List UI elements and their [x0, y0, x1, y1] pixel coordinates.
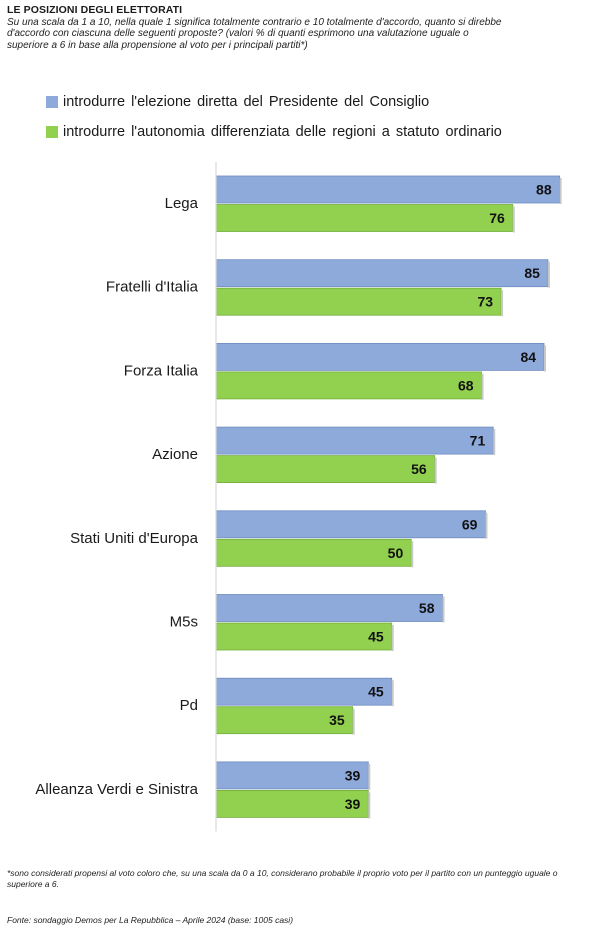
- bar-shadow: [442, 596, 445, 623]
- bar-shadow: [501, 290, 504, 317]
- bar-series-1: [215, 594, 443, 622]
- bar-shadow: [481, 373, 484, 400]
- bar-series-1: [215, 677, 393, 706]
- bar-series-1: [215, 175, 561, 204]
- category-label: Azione: [152, 446, 198, 463]
- category-label: Stati Uniti d'Europa: [70, 530, 199, 547]
- legend-label-series-2: introdurre l'autonomia differenziata del…: [63, 124, 502, 140]
- bar-series-2: [215, 287, 502, 316]
- bar-series-2: [215, 790, 369, 818]
- data-label: 45: [368, 684, 384, 700]
- bar-shadow: [485, 512, 488, 539]
- bar-series-2: [215, 371, 482, 400]
- data-label: 39: [345, 796, 361, 812]
- bar-series-1: [215, 259, 549, 288]
- category-label: Lega: [165, 195, 199, 212]
- bar-series-1: [215, 761, 369, 790]
- bar-series-2: [215, 622, 393, 651]
- data-label: 84: [520, 349, 536, 365]
- legend-label-series-1: introdurre l'elezione diretta del Presid…: [63, 94, 430, 110]
- bar-shadow: [391, 625, 394, 651]
- data-label: 68: [458, 377, 474, 393]
- data-label: 76: [489, 210, 505, 226]
- data-label: 50: [388, 545, 404, 561]
- category-label: Forza Italia: [124, 362, 199, 379]
- bar-series-2: [215, 538, 412, 567]
- data-label: 88: [536, 182, 552, 198]
- bar-series-2: [215, 706, 354, 735]
- bar-shadow: [434, 457, 437, 484]
- data-label: 56: [411, 461, 427, 477]
- bar-shadow: [391, 680, 394, 707]
- bar-series-1: [215, 342, 545, 371]
- bar-chart: Lega 88 76 Fratelli d'Italia 85 73 Forza Itali…: [35, 162, 562, 832]
- data-label: 85: [524, 265, 540, 281]
- data-label: 58: [419, 600, 435, 616]
- chart-title: LE POSIZIONI DEGLI ELETTORATI: [7, 4, 183, 16]
- bar-shadow: [368, 792, 371, 819]
- bar-shadow: [368, 763, 371, 790]
- legend-item-series-1: introdurre l'elezione diretta del Presid…: [46, 92, 429, 112]
- data-label: 69: [462, 516, 478, 532]
- data-label: 73: [477, 294, 493, 310]
- bar-series-1: [215, 510, 486, 539]
- bar-series-1: [215, 426, 494, 455]
- data-label: 71: [470, 433, 486, 449]
- legend-item-series-2: introdurre l'autonomia differenziata del…: [46, 122, 502, 142]
- data-label: 45: [368, 629, 384, 645]
- bar-shadow: [493, 429, 496, 456]
- bar-shadow: [411, 541, 414, 568]
- bar-series-2: [215, 204, 514, 232]
- bar-shadow: [547, 261, 550, 288]
- category-label: M5s: [170, 614, 198, 631]
- bar-series-2: [215, 455, 436, 484]
- category-label: Fratelli d'Italia: [106, 279, 199, 296]
- bar-shadow: [544, 345, 547, 372]
- bar-shadow: [559, 178, 562, 204]
- data-label: 35: [329, 712, 345, 728]
- legend-swatch-series-2: [46, 126, 58, 138]
- bar-shadow: [352, 708, 355, 735]
- chart-subtitle: Su una scala da 1 a 10, nella quale 1 si…: [7, 17, 502, 51]
- bar-shadow: [512, 206, 515, 233]
- data-label: 39: [345, 767, 361, 783]
- source-note: Fonte: sondaggio Demos per La Repubblica…: [7, 915, 294, 925]
- legend-swatch-series-1: [46, 96, 58, 108]
- footnote: *sono considerati propensi al voto color…: [7, 868, 558, 889]
- category-label: Pd: [180, 697, 198, 714]
- category-label: Alleanza Verdi e Sinistra: [35, 781, 198, 798]
